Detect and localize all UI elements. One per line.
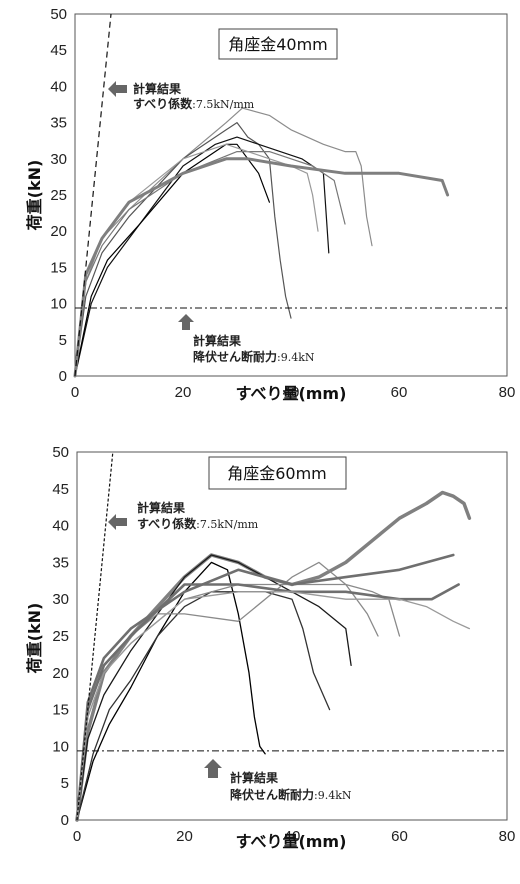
arrow-up-icon [178, 314, 194, 330]
y-tick-label: 15 [52, 702, 69, 719]
chart-2: 0 5 10 15 20 25 30 35 40 45 50 0 20 40 60 80 角座金60mm 荷… [25, 444, 515, 851]
legend-label-2: 角座金60mm [227, 464, 327, 483]
reference-lines-2 [76, 451, 507, 821]
slip-annotation-1: 計算結果 すべり係数:7.5kN/mm [108, 81, 255, 111]
series-line-3 [76, 561, 266, 821]
y-tick-label: 40 [50, 78, 67, 95]
series-line-2 [74, 121, 292, 377]
y-tick-label: 50 [50, 6, 67, 23]
arrow-left-icon [108, 81, 127, 97]
y-tick-label: 25 [52, 628, 69, 645]
x-tick-label: 40 [283, 384, 300, 401]
y-tick-label: 20 [52, 665, 69, 682]
series-line-7 [75, 553, 455, 822]
y-ticks-1: 0 5 10 15 20 25 30 35 40 45 50 [50, 6, 67, 385]
yield-annotation-label-2: 降伏せん断耐力:9.4kN [230, 787, 352, 802]
legend-2: 角座金60mm [208, 456, 347, 490]
yield-annotation-title-2: 計算結果 [230, 770, 278, 785]
y-tick-label: 5 [61, 775, 69, 792]
x-tick-label: 20 [175, 384, 192, 401]
arrow-up-icon [204, 759, 222, 778]
x-tick-label: 40 [284, 828, 301, 845]
y-ticks-2: 0 5 10 15 20 25 30 35 40 45 50 [52, 444, 69, 829]
x-ticks-1: 0 20 40 60 80 [71, 384, 516, 401]
series-line-4 [74, 143, 270, 377]
slip-stiffness-line [76, 451, 114, 821]
legend-1: 角座金40mm [218, 28, 338, 60]
x-tick-label: 0 [73, 828, 81, 845]
slip-annotation-2: 計算結果 すべり係数:7.5kN/mm [108, 500, 259, 531]
y-axis-label-1: 荷重(kN) [25, 160, 44, 231]
yield-annotation-2: 計算結果 降伏せん断耐力:9.4kN [204, 759, 352, 802]
y-tick-label: 40 [52, 518, 69, 535]
x-axis-label-1: すべり量(mm) [236, 384, 347, 403]
x-tick-label: 80 [499, 384, 516, 401]
y-tick-label: 25 [50, 187, 67, 204]
yield-annotation-title-1: 計算結果 [193, 333, 241, 348]
y-tick-label: 45 [52, 481, 69, 498]
chart-1: 0 5 10 15 20 25 30 35 40 45 50 0 20 40 60 80 角座金40mm 荷… [25, 6, 515, 403]
x-tick-label: 60 [391, 828, 408, 845]
yield-annotation-label-1: 降伏せん断耐力:9.4kN [193, 349, 315, 364]
y-tick-label: 10 [52, 738, 69, 755]
y-tick-label: 0 [61, 812, 69, 829]
y-tick-label: 50 [52, 444, 69, 461]
y-tick-label: 45 [50, 42, 67, 59]
y-axis-label-2: 荷重(kN) [25, 603, 44, 674]
series-line-8 [75, 583, 460, 822]
legend-label-1: 角座金40mm [228, 35, 328, 54]
y-tick-label: 10 [50, 296, 67, 313]
slip-annotation-label-1: すべり係数:7.5kN/mm [133, 96, 255, 111]
y-tick-label: 5 [59, 332, 67, 349]
reference-lines-1 [74, 13, 507, 377]
slip-stiffness-line [74, 13, 112, 377]
slip-annotation-title-1: 計算結果 [133, 81, 181, 96]
y-tick-label: 30 [50, 151, 67, 168]
x-axis-label-2: すべり量(mm) [236, 832, 347, 851]
series-line-9 [76, 591, 471, 821]
y-tick-label: 35 [52, 554, 69, 571]
slip-annotation-label-2: すべり係数:7.5kN/mm [137, 516, 259, 531]
x-ticks-2: 0 20 40 60 80 [73, 828, 516, 845]
yield-annotation-1: 計算結果 降伏せん断耐力:9.4kN [178, 314, 315, 364]
plot-area-2 [76, 451, 508, 821]
y-tick-label: 30 [52, 591, 69, 608]
slip-annotation-title-2: 計算結果 [137, 500, 185, 515]
y-tick-label: 0 [59, 368, 67, 385]
x-tick-label: 60 [391, 384, 408, 401]
series-group-2 [75, 490, 472, 822]
y-tick-label: 15 [50, 259, 67, 276]
y-tick-label: 35 [50, 115, 67, 132]
x-tick-label: 0 [71, 384, 79, 401]
arrow-left-icon [108, 514, 127, 530]
series-line-7 [73, 157, 450, 378]
series-line-2 [76, 554, 352, 821]
series-group-1 [73, 107, 450, 378]
x-tick-label: 20 [176, 828, 193, 845]
x-tick-label: 80 [499, 828, 516, 845]
y-tick-label: 20 [50, 223, 67, 240]
